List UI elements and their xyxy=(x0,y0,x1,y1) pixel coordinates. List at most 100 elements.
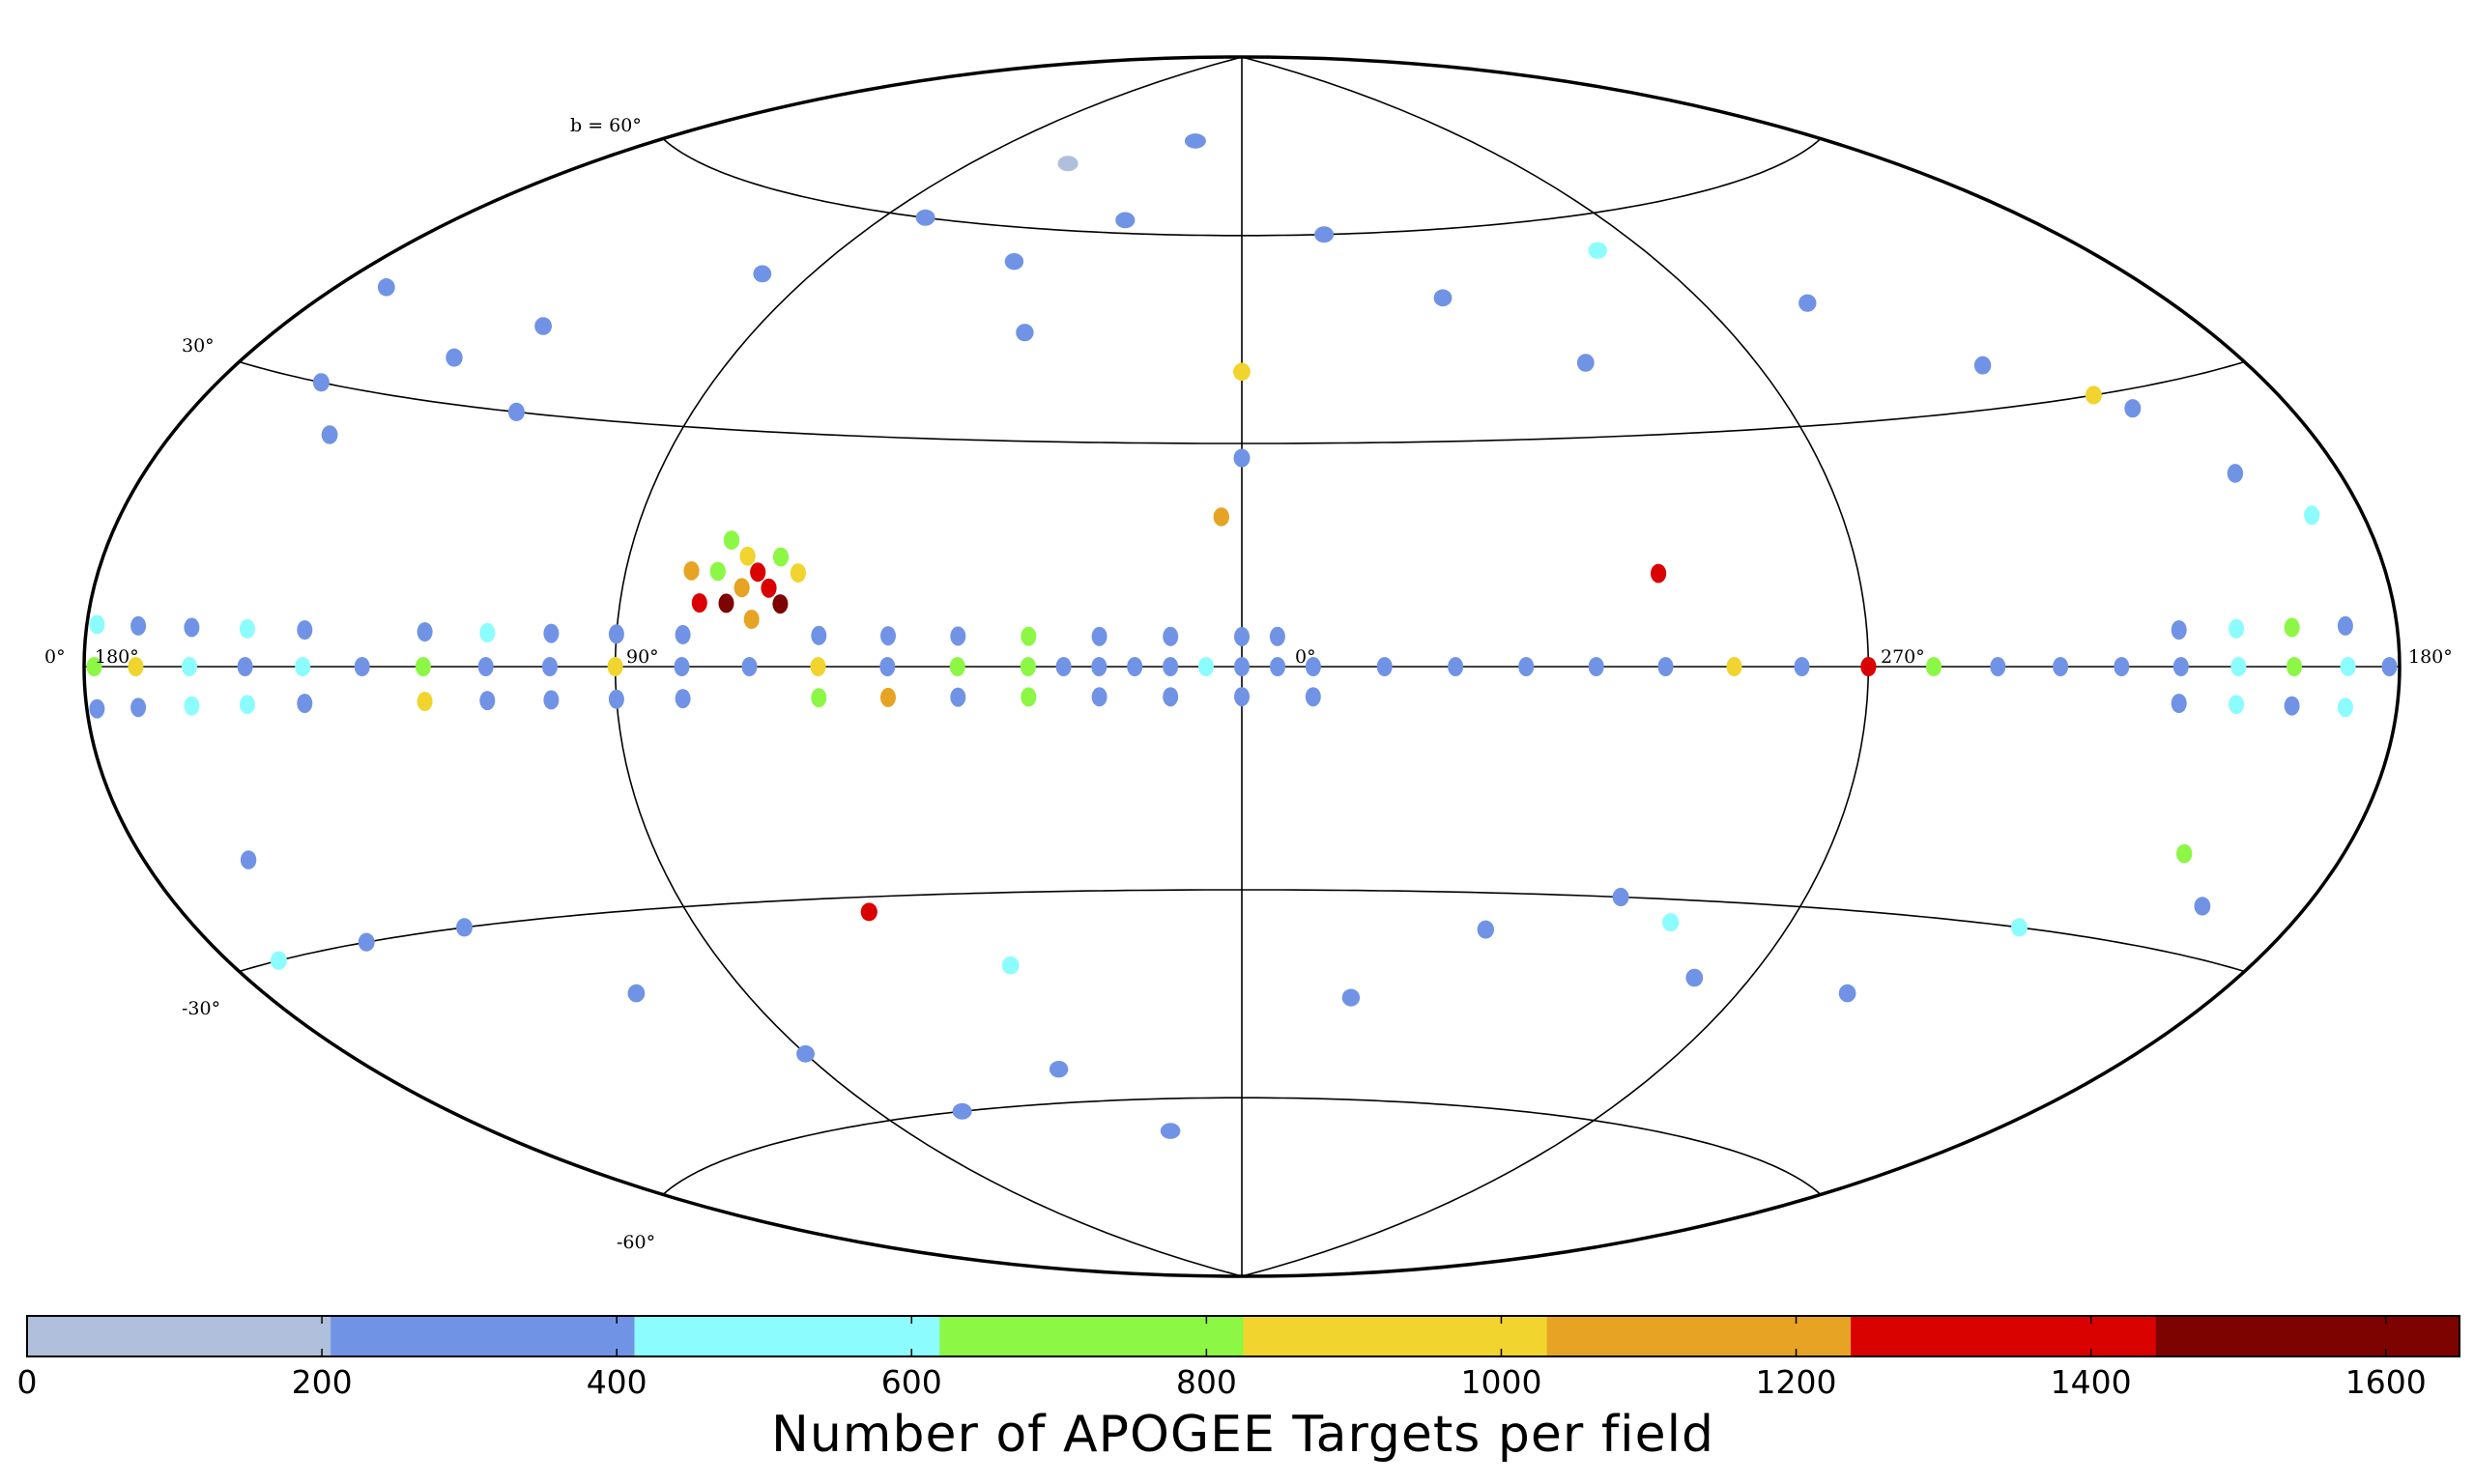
field-marker xyxy=(811,688,827,708)
colorbar-tick-label: 0 xyxy=(17,1363,38,1401)
field-marker xyxy=(1651,563,1667,584)
field-marker xyxy=(321,425,338,444)
field-marker xyxy=(354,657,370,676)
field-marker xyxy=(880,687,896,707)
field-marker xyxy=(2011,918,2028,937)
field-marker xyxy=(507,402,525,421)
field-marker xyxy=(750,562,766,583)
field-marker xyxy=(1234,626,1250,646)
field-marker xyxy=(2085,385,2102,405)
field-marker xyxy=(1184,133,1206,149)
field-marker xyxy=(184,617,200,638)
field-marker xyxy=(184,696,200,716)
field-marker xyxy=(718,593,734,614)
field-marker xyxy=(182,657,197,676)
field-marker xyxy=(543,623,560,643)
lon-label-left-edge: 0° xyxy=(44,646,66,668)
field-marker xyxy=(2114,657,2130,676)
field-marker xyxy=(2340,657,2356,676)
field-marker xyxy=(741,657,758,676)
field-marker xyxy=(1020,657,1036,676)
field-marker xyxy=(1021,687,1037,707)
field-marker xyxy=(543,690,560,710)
field-marker xyxy=(2171,694,2187,713)
field-marker xyxy=(1163,626,1179,646)
field-marker xyxy=(1926,657,1942,676)
field-marker xyxy=(949,657,965,676)
field-marker xyxy=(1234,687,1250,707)
field-markers xyxy=(86,133,2398,1139)
field-marker xyxy=(1091,687,1108,707)
field-marker xyxy=(1477,920,1495,939)
field-marker xyxy=(675,689,691,709)
colorbar-bin-7 xyxy=(2155,1316,2460,1356)
colorbar-bin-6 xyxy=(1851,1316,2157,1356)
colorbar-bin-0 xyxy=(27,1316,331,1356)
field-marker xyxy=(1990,657,2006,676)
field-marker xyxy=(240,850,257,870)
field-marker xyxy=(1057,156,1079,172)
field-marker xyxy=(358,932,375,952)
field-marker xyxy=(2194,897,2211,916)
field-marker xyxy=(456,918,473,937)
field-marker xyxy=(950,626,966,646)
colorbar-tick-label: 1400 xyxy=(2051,1363,2132,1401)
field-marker xyxy=(1341,988,1361,1007)
field-marker xyxy=(723,530,740,550)
field-marker xyxy=(128,657,144,676)
colorbar-tick-label: 400 xyxy=(587,1363,647,1401)
field-marker xyxy=(2284,696,2300,716)
field-marker xyxy=(89,614,105,635)
colorbar-bin-1 xyxy=(331,1316,635,1356)
field-marker xyxy=(446,348,463,367)
colorbar-bin-5 xyxy=(1546,1316,1852,1356)
colorbar-title: Number of APOGEE Targets per field xyxy=(771,1406,1714,1464)
field-marker xyxy=(2172,657,2189,676)
field-marker xyxy=(952,1102,972,1120)
field-marker xyxy=(1973,356,1992,375)
field-marker xyxy=(86,657,102,676)
field-marker xyxy=(1376,657,1393,676)
field-marker xyxy=(1091,657,1108,676)
field-marker xyxy=(811,625,827,645)
field-marker xyxy=(239,695,255,715)
field-marker xyxy=(377,278,395,297)
field-marker xyxy=(1685,968,1704,987)
colorbar-bin-3 xyxy=(939,1316,1244,1356)
field-marker xyxy=(627,984,646,1003)
lat-label-minus30: -30° xyxy=(182,998,220,1019)
field-marker xyxy=(1518,657,1535,676)
field-marker xyxy=(1433,289,1453,307)
field-marker xyxy=(879,657,896,676)
field-marker xyxy=(2176,843,2193,864)
field-marker xyxy=(2227,464,2244,483)
colorbar-tick-label: 800 xyxy=(1176,1363,1237,1401)
field-marker xyxy=(237,657,253,676)
field-marker xyxy=(1091,626,1108,646)
field-marker xyxy=(1127,657,1143,676)
field-marker xyxy=(1838,984,1856,1003)
colorbar-tick-label: 1000 xyxy=(1461,1363,1542,1401)
colorbar-bin-2 xyxy=(634,1316,940,1356)
field-marker xyxy=(2284,617,2300,638)
field-marker xyxy=(417,622,433,642)
field-marker xyxy=(312,373,330,392)
field-marker xyxy=(2053,657,2069,676)
field-marker xyxy=(1233,448,1251,468)
field-marker xyxy=(675,624,691,644)
field-marker xyxy=(2304,505,2320,526)
colorbar-bin-4 xyxy=(1243,1316,1548,1356)
field-marker xyxy=(2229,618,2245,639)
field-marker xyxy=(2287,657,2302,676)
field-marker xyxy=(1016,324,1034,342)
field-marker xyxy=(1860,657,1877,676)
field-marker xyxy=(2124,399,2142,418)
field-marker xyxy=(691,593,707,613)
field-marker xyxy=(2171,620,2187,640)
field-marker xyxy=(479,691,496,711)
field-marker xyxy=(880,626,896,646)
field-marker xyxy=(1794,657,1810,676)
field-marker xyxy=(1160,1123,1181,1139)
field-marker xyxy=(608,624,624,644)
